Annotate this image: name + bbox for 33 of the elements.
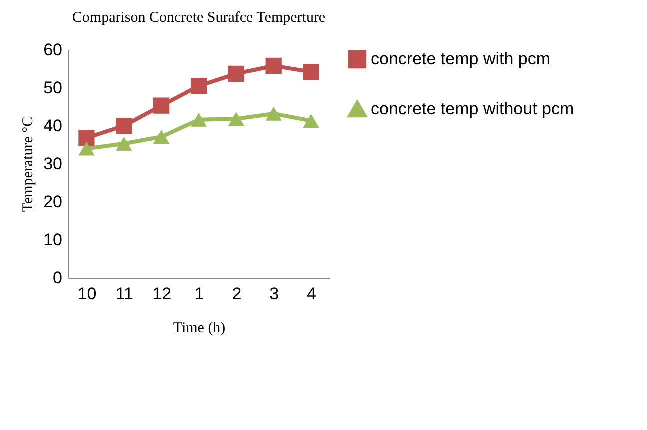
point	[154, 130, 170, 144]
y-tick-label: 30	[44, 154, 62, 174]
point	[116, 136, 132, 151]
point	[303, 114, 320, 128]
y-axis-title: Temperature °C	[20, 116, 37, 212]
x-tick-label: 1	[194, 284, 204, 304]
x-tick-label: 3	[270, 284, 280, 304]
x-axis-title: Time (h)	[173, 320, 226, 336]
x-tick-label: 4	[307, 284, 317, 304]
point	[303, 64, 320, 80]
y-tick-label: 20	[44, 192, 62, 212]
legend-label: concrete temp without pcm	[371, 100, 574, 118]
y-tick-label: 0	[53, 268, 62, 288]
point	[266, 58, 282, 74]
point	[228, 66, 244, 82]
y-tick-label: 50	[44, 78, 62, 98]
y-tick-label: 10	[44, 230, 62, 250]
legend-label: concrete temp with pcm	[371, 50, 551, 68]
point	[154, 98, 170, 114]
x-tick-label: 12	[152, 284, 172, 304]
x-tick-label: 10	[78, 284, 97, 304]
point	[78, 130, 95, 146]
point	[266, 106, 282, 121]
x-tick-label: 2	[232, 284, 242, 304]
point	[78, 142, 95, 156]
point	[190, 112, 208, 127]
x-tick-label: 11	[116, 284, 134, 304]
chart-title: Comparison Concrete Surafce Temperture	[72, 10, 326, 26]
point	[116, 118, 132, 134]
point	[228, 112, 244, 126]
y-tick-label: 40	[44, 116, 62, 136]
y-tick-label: 60	[44, 40, 62, 60]
point	[190, 78, 208, 94]
